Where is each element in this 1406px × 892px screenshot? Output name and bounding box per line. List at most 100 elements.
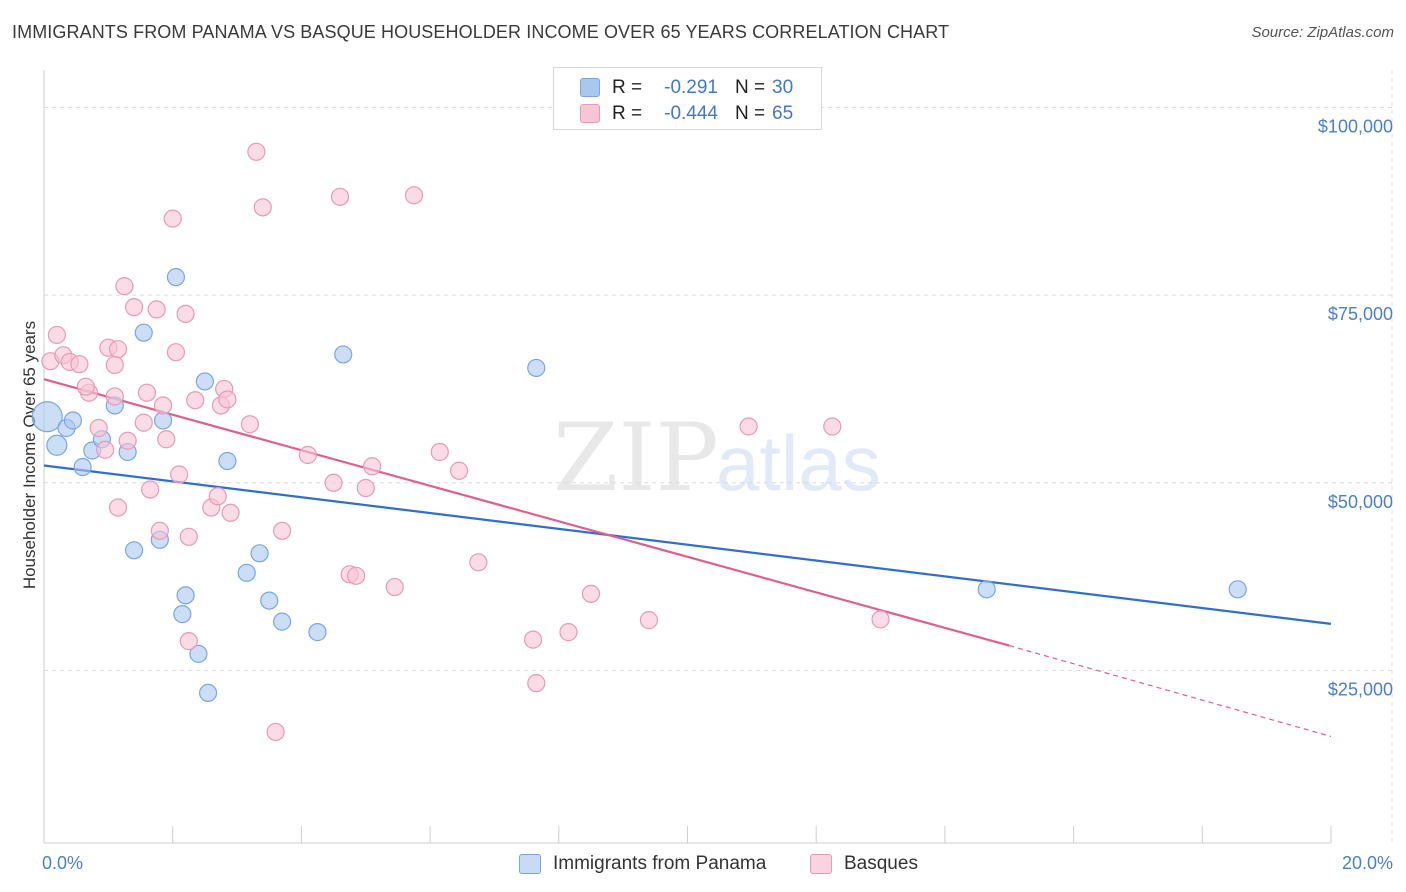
y-tick-label: $100,000 <box>1318 117 1393 137</box>
basques-point <box>96 440 115 459</box>
basques-point <box>581 584 601 603</box>
panama-point <box>260 591 279 610</box>
panama-point <box>218 451 237 471</box>
legend-r-value: -0.291 <box>664 77 718 98</box>
basques-point <box>108 498 128 517</box>
basques-point <box>176 304 195 324</box>
panama-point <box>166 268 186 287</box>
legend-row-panama: R = -0.291 N = 30 <box>554 75 821 101</box>
basques-point <box>141 480 160 499</box>
panama-point <box>31 401 63 433</box>
axes <box>43 70 1332 844</box>
basques-point <box>153 396 173 415</box>
basques-point <box>218 390 237 409</box>
panama-point <box>173 605 192 624</box>
bottom-legend-swatch-basques <box>810 854 832 874</box>
basques-point <box>871 610 890 629</box>
basques-point <box>385 577 404 597</box>
basques-point <box>823 417 842 436</box>
basques-point <box>124 298 144 317</box>
basques-point <box>108 340 128 359</box>
x-tick-label: 20.0% <box>1342 853 1393 873</box>
legend-n-label: N = <box>735 103 766 124</box>
basques-trend-extension <box>1009 645 1332 738</box>
basques-point <box>559 623 578 642</box>
panama-point <box>977 580 996 599</box>
panama-point <box>272 612 292 631</box>
basques-point <box>105 355 124 375</box>
legend-n-value: 30 <box>772 77 794 98</box>
basques-point <box>186 391 205 410</box>
panama-point <box>189 644 208 663</box>
basques-point <box>89 418 108 438</box>
basques-point <box>118 431 137 450</box>
legend-n-label: N = <box>735 77 766 98</box>
legend-swatch-basques <box>580 104 600 123</box>
panama-point <box>73 457 92 477</box>
basques-point <box>170 465 189 484</box>
basques-point <box>324 473 343 492</box>
panama-trend-line <box>43 464 1332 625</box>
basques-point <box>404 186 424 205</box>
trend-lines <box>43 378 1332 738</box>
chart-title: IMMIGRANTS FROM PANAMA VS BASQUE HOUSEHO… <box>12 22 950 42</box>
basques-point <box>208 487 227 506</box>
basques-point <box>134 413 153 432</box>
legend-n-value: 65 <box>772 103 794 124</box>
basques-point <box>105 387 124 406</box>
legend-swatch-panama <box>580 78 600 97</box>
legend-r-value: -0.444 <box>664 103 718 124</box>
panama-point <box>250 544 269 563</box>
basques-trend-line <box>43 378 1010 647</box>
basques-point <box>163 209 182 228</box>
basques-point <box>469 553 488 572</box>
panama-point <box>46 434 68 456</box>
x-tick-label: 0.0% <box>42 853 83 873</box>
basques-point <box>363 457 382 476</box>
basques-point <box>527 674 546 693</box>
legend-box: R = -0.291 N = 30 R = -0.444 N = 65 <box>553 67 822 130</box>
bottom-legend-label-basques: Basques <box>844 853 918 874</box>
watermark-atlas: atlas <box>716 419 881 507</box>
basques-point <box>115 277 134 296</box>
y-tick-label: $50,000 <box>1328 492 1393 512</box>
basques-point <box>430 442 449 462</box>
y-tick-label: $75,000 <box>1328 304 1393 324</box>
panama-point <box>195 372 214 391</box>
data-points <box>31 142 1247 742</box>
legend-row-basques: R = -0.444 N = 65 <box>554 101 821 127</box>
tick-labels: $100,000 $75,000 $50,000 $25,000 0.0% 20.0% <box>42 117 1393 873</box>
legend-r-label: R = <box>612 77 643 98</box>
y-tick-label: $25,000 <box>1328 679 1393 699</box>
basques-point <box>240 415 260 434</box>
watermark-zip: ZIP <box>553 404 719 513</box>
bottom-legend-label-panama: Immigrants from Panama <box>553 853 767 874</box>
basques-point <box>346 566 366 585</box>
basques-point <box>523 630 543 649</box>
basques-point <box>356 478 375 498</box>
panama-point <box>308 623 327 642</box>
basques-point <box>157 430 176 449</box>
basques-point <box>47 325 66 345</box>
basques-point <box>76 377 95 396</box>
basques-point <box>150 521 169 540</box>
basques-point <box>179 632 198 651</box>
basques-point <box>166 343 186 362</box>
panama-point <box>134 323 153 342</box>
bottom-legend-swatch-panama <box>519 854 541 874</box>
basques-point <box>298 445 317 465</box>
basques-point <box>739 417 758 436</box>
basques-point <box>247 142 266 161</box>
bottom-legend: Immigrants from Panama Basques <box>0 851 1406 877</box>
basques-point <box>639 611 658 630</box>
panama-point <box>198 683 218 703</box>
basques-point <box>253 198 272 217</box>
panama-point <box>1228 580 1247 599</box>
basques-point <box>137 383 157 402</box>
legend-r-label: R = <box>612 103 643 124</box>
panama-point <box>176 586 195 605</box>
basques-point <box>221 503 240 522</box>
basques-point <box>179 527 198 546</box>
panama-point <box>334 345 353 364</box>
